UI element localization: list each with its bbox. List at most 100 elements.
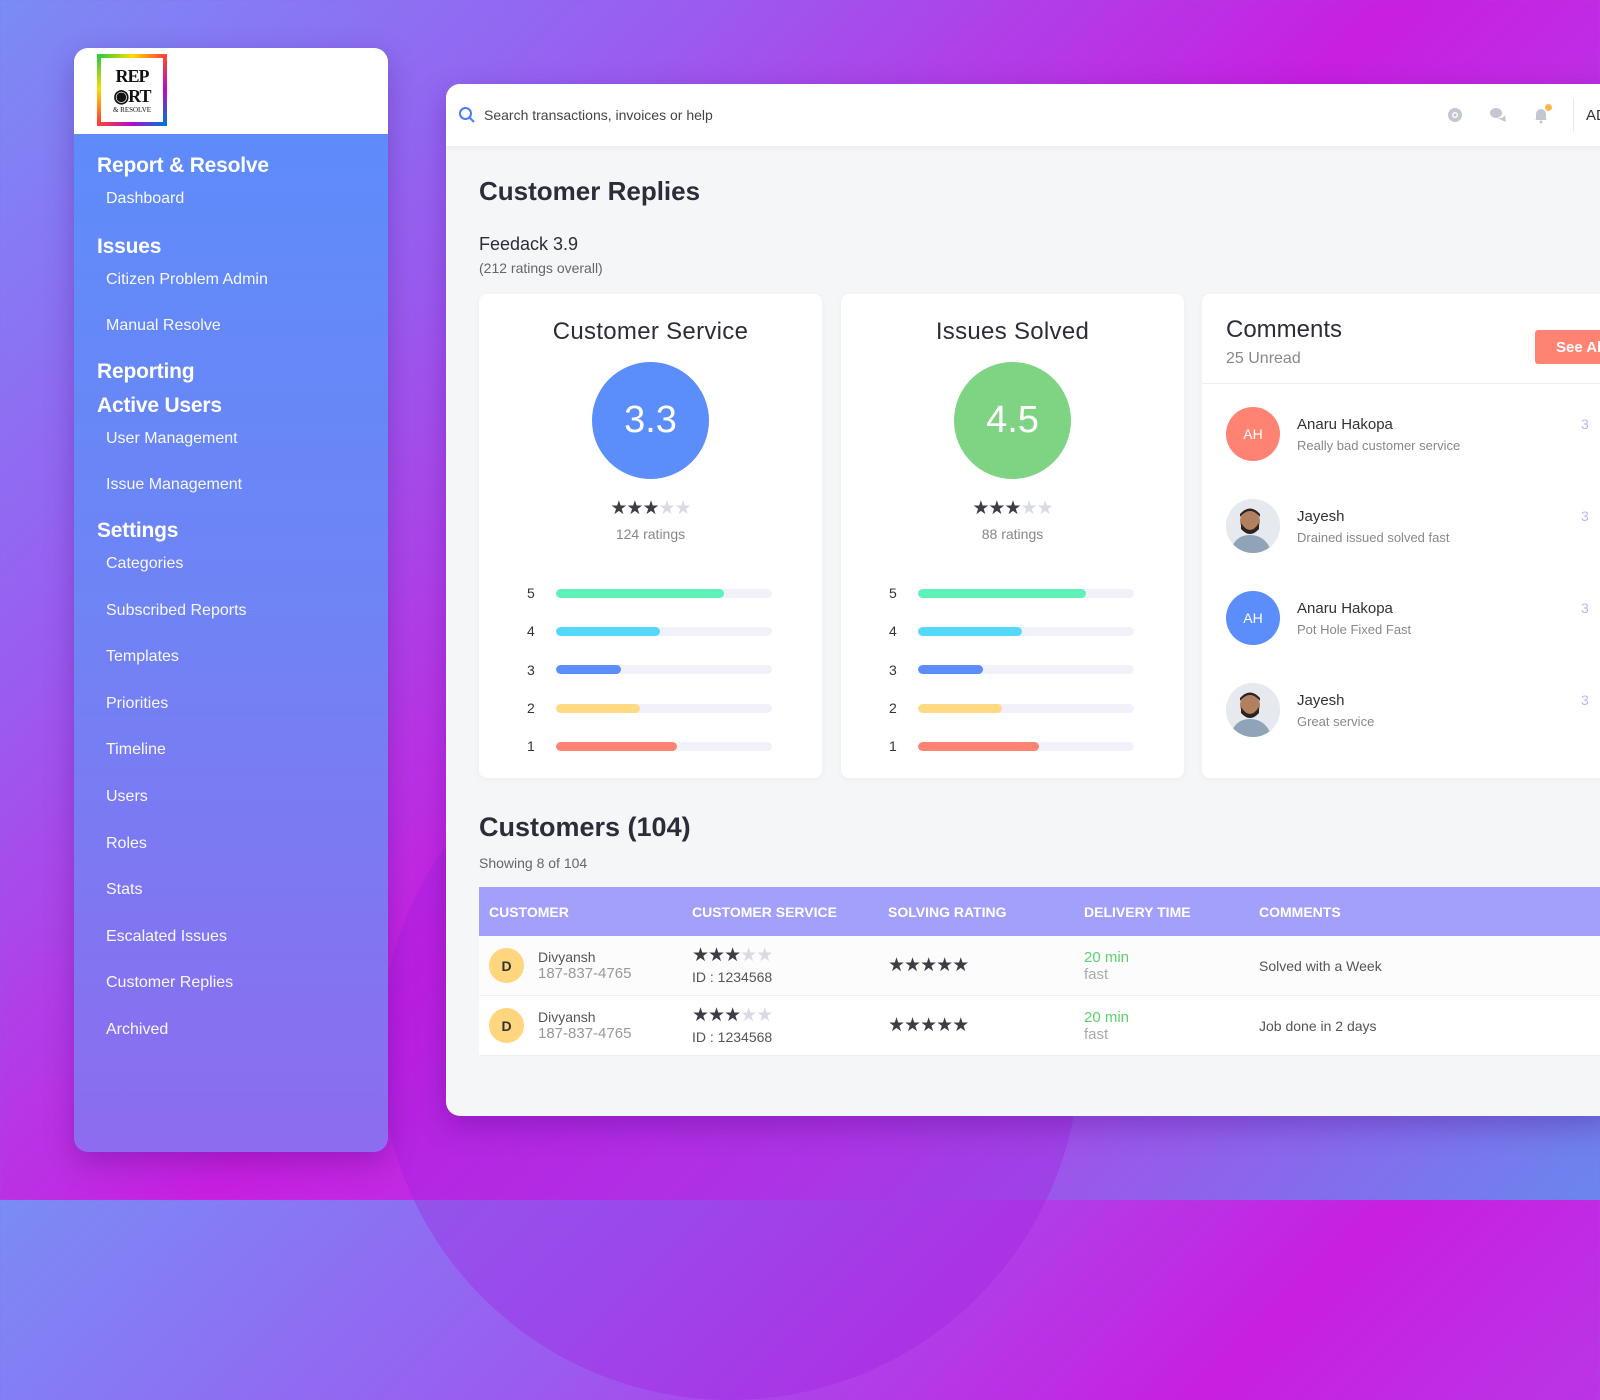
column-header[interactable]: COMMENTS [1259, 903, 1341, 920]
solving-star-rating: ★★★★★ [888, 1015, 1084, 1037]
rating-bar-fill [918, 626, 1022, 636]
bell-icon[interactable] [1530, 104, 1552, 126]
rating-bar-track [918, 626, 1134, 636]
rating-bar-row: 4 [889, 612, 1184, 650]
star-icon: ★ [658, 498, 676, 519]
sidebar-item[interactable]: Archived [106, 1020, 169, 1038]
customer-info: Divyansh 187-837-4765 [538, 949, 631, 982]
sidebar-item[interactable]: Categories [106, 554, 184, 572]
solving-star-rating: ★★★★★ [888, 955, 1084, 977]
sidebar-heading[interactable]: Report & Resolve [97, 154, 269, 177]
comment-time: 3 [1581, 692, 1589, 708]
delivery-speed: fast [1084, 965, 1109, 983]
sidebar-heading[interactable]: Settings [97, 518, 179, 542]
column-header[interactable]: CUSTOMER [489, 903, 569, 920]
ratings-count: 124 ratings [615, 526, 686, 542]
star-icon: ★ [888, 954, 905, 976]
divider [1573, 98, 1574, 132]
rating-bar-row: 2 [527, 689, 822, 727]
star-icon: ★ [740, 1005, 757, 1026]
customer-id: ID : 1234568 [692, 1029, 773, 1045]
table-row[interactable]: D Divyansh 187-837-4765 ★★★★★ ID : 1234568 ★★… [479, 936, 1600, 996]
comment-time: 3 [1581, 508, 1589, 524]
rating-bar-row: 5 [889, 574, 1184, 612]
customer-name: Divyansh [538, 1009, 596, 1025]
comment-item[interactable]: Jayesh Drained issued solved fast 3 [1202, 480, 1600, 572]
star-icon: ★ [610, 498, 627, 519]
rating-bar-row: 1 [889, 727, 1184, 765]
rating-card: Customer Service 3.3 ★★★★★ 124 ratings 5 4 3 2 1 [479, 294, 822, 778]
customer-cell: D Divyansh 187-837-4765 [479, 948, 692, 983]
sidebar-item[interactable]: Timeline [106, 741, 166, 759]
sidebar-item[interactable]: Roles [106, 834, 147, 852]
column-header[interactable]: CUSTOMER SERVICE [692, 903, 837, 920]
sidebar-item[interactable]: Priorities [106, 694, 169, 712]
main-panel: ADMIN Customer Replies Feedack 3.9 (212 … [446, 84, 1600, 1116]
see-all-button[interactable]: See All [1535, 330, 1600, 364]
rating-bar-row: 1 [527, 727, 822, 765]
search-input[interactable] [484, 107, 884, 123]
comment-message: Great service [1297, 713, 1375, 729]
customer-phone: 187-837-4765 [538, 1025, 632, 1042]
comment-item[interactable]: AH Anaru Hakopa Pot Hole Fixed Fast 3 [1202, 572, 1600, 664]
chat-icon[interactable] [1487, 104, 1509, 126]
star-icon: ★ [904, 1014, 921, 1036]
globe-icon[interactable] [1444, 104, 1466, 126]
comment-text: Jayesh Great service [1297, 692, 1374, 729]
sidebar-item[interactable]: User Management [106, 429, 238, 447]
rating-bar-label: 2 [527, 700, 535, 717]
delivery-time-cell: 20 min fast [1084, 949, 1259, 983]
customer-info: Divyansh 187-837-4765 [538, 1009, 631, 1042]
avatar-photo [1226, 683, 1280, 737]
sidebar-item[interactable]: Stats [106, 881, 143, 899]
star-icon: ★ [724, 945, 741, 966]
star-icon: ★ [724, 1005, 741, 1026]
comment-message: Drained issued solved fast [1297, 529, 1450, 545]
score-circle: 4.5 [954, 362, 1071, 479]
customer-cell: D Divyansh 187-837-4765 [479, 1008, 692, 1043]
sidebar-heading[interactable]: Reporting [97, 359, 195, 383]
sidebar-item[interactable]: Users [106, 787, 148, 805]
comment-message: Really bad customer service [1297, 437, 1461, 453]
rating-bar-fill [918, 588, 1087, 598]
sidebar: REP ◉RT & RESOLVE Report & Resolve Dashboar… [74, 48, 388, 1152]
logo-area: REP ◉RT & RESOLVE [74, 48, 388, 134]
customer-comment: Job done in 2 days [1259, 1017, 1377, 1034]
delivery-time: 20 min [1084, 1008, 1130, 1026]
column-header[interactable]: DELIVERY TIME [1084, 903, 1191, 920]
sidebar-heading[interactable]: Issues [97, 234, 162, 258]
star-icon: ★ [708, 945, 725, 966]
sidebar-item[interactable]: Escalated Issues [106, 927, 227, 945]
rating-card-title: Customer Service [552, 318, 749, 345]
comment-item[interactable]: AH Anaru Hakopa Really bad customer servic… [1202, 388, 1600, 480]
rating-bar-track [556, 665, 772, 675]
user-menu[interactable]: ADMIN [1586, 106, 1600, 124]
sidebar-item[interactable]: Issue Management [106, 476, 243, 494]
sidebar-item[interactable]: Subscribed Reports [106, 601, 247, 619]
sidebar-heading[interactable]: Active Users [97, 393, 222, 417]
star-icon: ★ [972, 498, 989, 519]
comment-text: Anaru Hakopa Pot Hole Fixed Fast [1297, 600, 1411, 637]
comment-item[interactable]: Jayesh Great service 3 [1202, 664, 1600, 756]
comments-cell: Job done in 2 days [1259, 1018, 1600, 1034]
rating-bar-fill [918, 741, 1039, 751]
rating-distribution: 5 4 3 2 1 [527, 574, 822, 765]
sidebar-item[interactable]: Manual Resolve [106, 317, 221, 335]
rating-bar-row: 2 [889, 689, 1184, 727]
rating-bar-fill [556, 588, 725, 598]
customer-service-cell: ★★★★★ ID : 1234568 [692, 1005, 888, 1046]
sidebar-item[interactable]: Dashboard [106, 190, 185, 207]
sidebar-nav: Report & Resolve Dashboard Issues Citizen P… [74, 134, 388, 1066]
sidebar-item[interactable]: Customer Replies [106, 974, 234, 992]
column-header[interactable]: SOLVING RATING [888, 903, 1007, 920]
sidebar-item[interactable]: Templates [106, 648, 179, 666]
customer-name: Divyansh [538, 949, 596, 965]
rating-bar-row: 5 [527, 574, 822, 612]
sidebar-item[interactable]: Citizen Problem Admin [106, 270, 268, 288]
customers-table: CUSTOMER CUSTOMER SERVICE SOLVING RATING DE… [479, 887, 1600, 1056]
table-row[interactable]: D Divyansh 187-837-4765 ★★★★★ ID : 1234568 ★★… [479, 996, 1600, 1056]
star-icon: ★ [756, 945, 773, 966]
comments-cell: Solved with a Week [1259, 958, 1600, 974]
rating-bar-label: 2 [889, 700, 897, 717]
report-resolve-logo[interactable]: REP ◉RT & RESOLVE [97, 54, 167, 126]
